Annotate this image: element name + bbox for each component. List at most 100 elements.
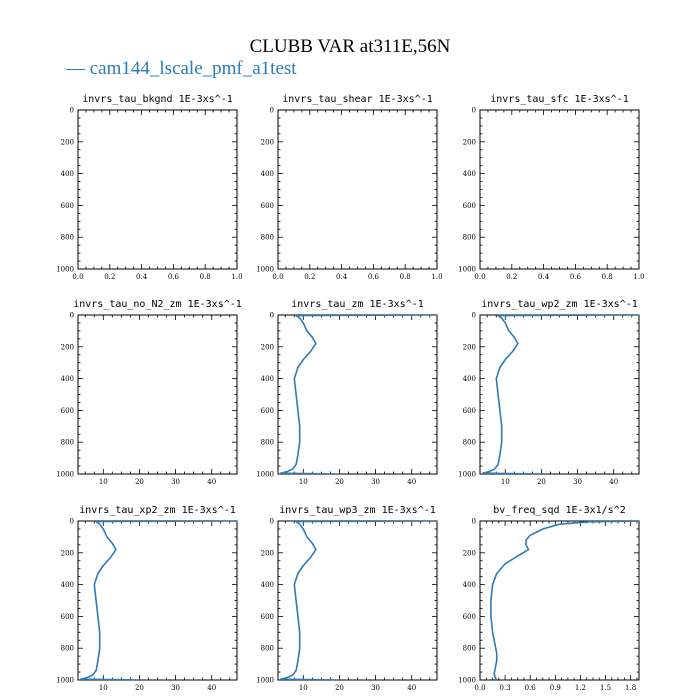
panel-title: invrs_tau_no_N2_zm 1E-3xs^-1	[73, 299, 242, 310]
x-tick-label: 0.8	[602, 273, 613, 281]
x-tick-label: 10	[299, 684, 308, 692]
y-tick-label: 200	[61, 343, 74, 351]
y-tick-label: 600	[61, 407, 74, 415]
x-tick-label: 0.4	[336, 273, 348, 281]
figure-title: CLUBB VAR at311E,56N	[249, 36, 451, 57]
x-tick-label: 0.6	[525, 684, 537, 692]
y-tick-label: 400	[463, 375, 476, 383]
x-tick-label: 1.0	[633, 273, 644, 281]
y-tick-label: 600	[261, 202, 274, 210]
x-tick-label: 0.8	[200, 273, 211, 281]
panel-title: invrs_tau_wp3_zm 1E-3xs^-1	[279, 505, 436, 516]
x-tick-label: 40	[207, 478, 216, 486]
y-tick-label: 800	[261, 645, 274, 653]
y-tick-label: 200	[61, 549, 74, 557]
chart-panel-2: invrs_tau_shear 1E-3xs^-1 0 200 400 600 800 10…	[256, 94, 442, 281]
y-tick-label: 0	[70, 518, 74, 526]
x-tick-label: 20	[537, 478, 546, 486]
y-tick-label: 1000	[256, 677, 274, 685]
y-tick-label: 600	[261, 613, 274, 621]
y-tick-label: 1000	[56, 471, 74, 479]
y-tick-label: 600	[463, 202, 476, 210]
y-tick-label: 200	[261, 549, 274, 557]
plot-frame	[77, 314, 238, 475]
x-tick-label: 0.4	[136, 273, 148, 281]
panel-title: invrs_tau_xp2_zm 1E-3xs^-1	[79, 505, 236, 516]
panel-title: invrs_tau_sfc 1E-3xs^-1	[490, 94, 628, 105]
x-tick-label: 1.0	[231, 273, 242, 281]
y-tick-label: 1000	[256, 266, 274, 274]
plot-frame	[77, 520, 238, 681]
panel-title: invrs_tau_bkgnd 1E-3xs^-1	[82, 94, 233, 105]
x-tick-label: 30	[171, 478, 180, 486]
chart-panel-9: bv_freq_sqd 1E-3x1/s^2020040060080010000…	[458, 505, 640, 692]
y-tick-label: 800	[61, 234, 74, 242]
chart-panel-7: invrs_tau_xp2_zm 1E-3xs^-1 0 200 400 600 800 1…	[56, 505, 238, 692]
panel-title: invrs_tau_shear 1E-3xs^-1	[282, 94, 433, 105]
x-tick-label: 0.0	[474, 273, 485, 281]
x-tick-label: 40	[407, 684, 416, 692]
x-tick-label: 0.9	[550, 684, 561, 692]
y-tick-label: 600	[61, 202, 74, 210]
y-tick-label: 400	[463, 170, 476, 178]
plot-frame	[77, 109, 238, 270]
y-tick-label: 800	[261, 439, 274, 447]
x-tick-label: 0.3	[500, 684, 511, 692]
x-tick-label: 0.0	[72, 273, 83, 281]
x-tick-label: 0.6	[368, 273, 380, 281]
y-tick-label: 800	[463, 645, 476, 653]
y-tick-label: 0	[472, 107, 476, 115]
x-tick-label: 10	[299, 478, 308, 486]
y-tick-label: 800	[463, 439, 476, 447]
y-tick-label: 400	[261, 375, 274, 383]
x-tick-label: 40	[407, 478, 416, 486]
series-line-1	[80, 521, 237, 680]
series-line-1	[490, 521, 639, 680]
y-tick-label: 1000	[458, 266, 476, 274]
chart-panel-1: invrs_tau_bkgnd 1E-3xs^-1 0 200 400 600 800 10…	[56, 94, 242, 281]
y-tick-label: 0	[270, 107, 274, 115]
x-tick-label: 20	[135, 684, 144, 692]
x-tick-label: 30	[171, 684, 180, 692]
y-tick-label: 1000	[458, 471, 476, 479]
y-tick-label: 0	[70, 312, 74, 320]
y-tick-label: 400	[463, 581, 476, 589]
y-tick-label: 400	[61, 170, 74, 178]
x-tick-label: 30	[371, 478, 380, 486]
x-tick-label: 0.8	[400, 273, 411, 281]
plot-frame	[277, 520, 438, 681]
x-tick-label: 0.2	[506, 273, 517, 281]
x-tick-label: 20	[335, 684, 344, 692]
plot-frame	[277, 314, 438, 475]
plot-frame	[479, 520, 640, 681]
plot-frame	[479, 109, 640, 270]
plot-frame	[277, 109, 438, 270]
plot-frame	[479, 314, 640, 475]
y-tick-label: 600	[61, 613, 74, 621]
y-tick-label: 1000	[458, 677, 476, 685]
chart-panel-6: invrs_tau_wp2_zm 1E-3xs^-1 0 200 400 600 800 1…	[458, 299, 640, 486]
y-tick-label: 200	[261, 343, 274, 351]
panel-title: bv_freq_sqd 1E-3x1/s^2	[493, 505, 625, 516]
x-tick-label: 0.2	[304, 273, 315, 281]
y-tick-label: 600	[261, 407, 274, 415]
x-tick-label: 20	[335, 478, 344, 486]
y-tick-label: 200	[463, 138, 476, 146]
x-tick-label: 0.6	[168, 273, 180, 281]
legend-line-icon: —	[66, 58, 85, 79]
y-tick-label: 800	[61, 439, 74, 447]
y-tick-label: 1000	[56, 266, 74, 274]
series-line-1	[280, 521, 437, 680]
x-tick-label: 40	[207, 684, 216, 692]
y-tick-label: 200	[463, 549, 476, 557]
legend-label: cam144_lscale_pmf_a1test	[89, 58, 297, 79]
chart-panel-8: invrs_tau_wp3_zm 1E-3xs^-1 0 200 400 600 800 1…	[256, 505, 438, 692]
panel-title: invrs_tau_wp2_zm 1E-3xs^-1	[481, 299, 638, 310]
x-tick-label: 40	[609, 478, 618, 486]
series-line-1	[482, 315, 639, 474]
y-tick-label: 400	[261, 581, 274, 589]
x-tick-label: 10	[99, 478, 108, 486]
y-tick-label: 0	[472, 312, 476, 320]
legend: — cam144_lscale_pmf_a1test	[66, 58, 297, 80]
